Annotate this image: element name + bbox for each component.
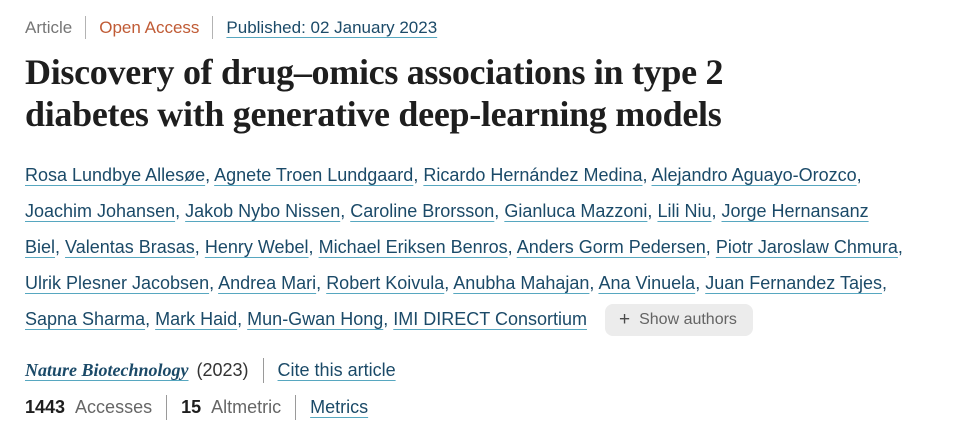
article-type-label: Article (25, 17, 73, 37)
author-line: Ulrik Plesner Jacobsen, Andrea Mari, Rob… (25, 265, 935, 301)
page-title: Discovery of drug–omics associations in … (25, 52, 724, 134)
author-link[interactable]: Robert Koivula (326, 273, 445, 293)
metrics-divider (295, 395, 297, 420)
author-separator: , (444, 273, 450, 293)
author-link[interactable]: Mun-Gwan Hong (247, 309, 384, 329)
author-separator: , (897, 237, 903, 257)
author-separator: , (194, 237, 200, 257)
author-separator: , (413, 165, 419, 185)
author-link[interactable]: Alejandro Aguayo-Orozco (651, 165, 857, 185)
author-separator: , (340, 201, 346, 221)
meta-divider (85, 16, 87, 39)
author-link[interactable]: Sapna Sharma (25, 309, 146, 329)
author-separator: , (589, 273, 595, 293)
author-separator: , (711, 201, 717, 221)
author-link[interactable]: Mark Haid (155, 309, 238, 329)
author-separator: , (209, 273, 215, 293)
author-separator: , (205, 165, 211, 185)
author-separator: , (175, 201, 181, 221)
altmetric-label: Altmetric (211, 397, 282, 417)
author-link[interactable]: Piotr Jaroslaw Chmura (715, 237, 898, 257)
metrics-link[interactable]: Metrics (310, 397, 369, 417)
author-link[interactable]: Ulrik Plesner Jacobsen (25, 273, 210, 293)
author-separator: , (642, 165, 648, 185)
author-separator: , (882, 273, 888, 293)
author-separator: , (856, 165, 862, 185)
altmetric-count: 15 (181, 397, 202, 417)
author-link[interactable]: Caroline Brorsson (350, 201, 495, 221)
plus-icon: + (618, 309, 631, 331)
author-line: Sapna Sharma, Mark Haid, Mun-Gwan Hong, … (25, 301, 935, 337)
author-link[interactable]: Anubha Mahajan (453, 273, 590, 293)
author-link[interactable]: Michael Eriksen Benros (318, 237, 508, 257)
author-line: Rosa Lundbye Allesøe, Agnete Troen Lundg… (25, 157, 935, 193)
meta-divider (212, 16, 214, 39)
cite-this-article-link[interactable]: Cite this article (277, 360, 396, 380)
published-date-link[interactable]: Published: 02 January 2023 (226, 17, 438, 37)
accesses-label: Accesses (75, 397, 153, 417)
author-separator: , (55, 237, 61, 257)
journal-year: (2023) (196, 360, 249, 380)
author-link[interactable]: Rosa Lundbye Allesøe (25, 165, 206, 185)
metrics-row: 1443 Accesses 15 Altmetric Metrics (25, 395, 935, 420)
author-separator: , (695, 273, 701, 293)
author-link[interactable]: Jorge Hernansanz (721, 201, 869, 221)
author-link[interactable]: Agnete Troen Lundgaard (214, 165, 414, 185)
author-separator: , (316, 273, 322, 293)
open-access-label: Open Access (99, 17, 200, 37)
author-link[interactable]: Henry Webel (204, 237, 309, 257)
journal-link[interactable]: Nature Biotechnology (25, 360, 189, 380)
author-separator: , (145, 309, 151, 329)
author-separator: , (383, 309, 389, 329)
author-separator: , (237, 309, 243, 329)
author-link[interactable]: Jakob Nybo Nissen (185, 201, 341, 221)
author-list: Rosa Lundbye Allesøe, Agnete Troen Lundg… (25, 157, 935, 337)
author-link[interactable]: Andrea Mari (218, 273, 317, 293)
show-authors-label: Show authors (639, 310, 737, 328)
author-separator: , (308, 237, 314, 257)
author-link[interactable]: Juan Fernandez Tajes (705, 273, 883, 293)
author-link[interactable]: Lili Niu (657, 201, 712, 221)
metrics-divider (166, 395, 168, 420)
author-link[interactable]: Ana Vinuela (598, 273, 696, 293)
author-line: Joachim Johansen, Jakob Nybo Nissen, Car… (25, 193, 935, 229)
author-line: Biel, Valentas Brasas, Henry Webel, Mich… (25, 229, 935, 265)
author-separator: , (647, 201, 653, 221)
author-link[interactable]: Gianluca Mazzoni (504, 201, 648, 221)
author-separator: , (507, 237, 513, 257)
author-separator: , (494, 201, 500, 221)
author-link[interactable]: Biel (25, 237, 56, 257)
article-meta-row: Article Open Access Published: 02 Januar… (25, 16, 935, 39)
author-link[interactable]: Anders Gorm Pedersen (516, 237, 706, 257)
show-authors-button[interactable]: + Show authors (604, 304, 753, 337)
journal-citation-row: Nature Biotechnology (2023) Cite this ar… (25, 358, 935, 383)
author-link[interactable]: IMI DIRECT Consortium (393, 309, 587, 329)
accesses-count: 1443 (25, 397, 66, 417)
author-link[interactable]: Ricardo Hernández Medina (423, 165, 643, 185)
journal-divider (262, 358, 264, 383)
author-link[interactable]: Joachim Johansen (25, 201, 176, 221)
author-separator: , (705, 237, 711, 257)
author-link[interactable]: Valentas Brasas (65, 237, 195, 257)
